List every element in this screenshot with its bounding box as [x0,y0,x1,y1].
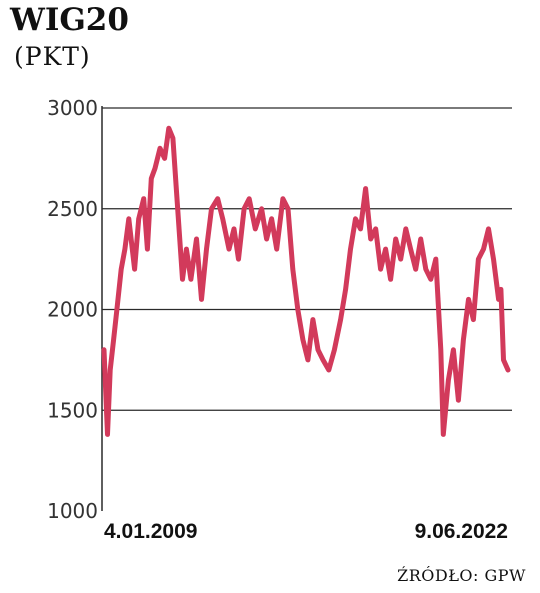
x-tick-label: 9.06.2022 [415,520,508,543]
x-axis-ticks: 4.01.2009 9.06.2022 [104,520,508,543]
chart-unit-label: (PKT) [14,42,91,71]
chart-title: WIG20 [10,2,129,38]
y-axis-ticks: 1000 1500 2000 2500 3000 [47,96,98,523]
x-tick-label: 4.01.2009 [104,520,197,543]
y-tick-label: 1000 [47,499,98,523]
y-tick-label: 1500 [47,398,98,422]
y-tick-label: 2000 [47,298,98,322]
series-layer [101,125,511,437]
series-line [101,125,511,437]
source-note: ŹRÓDŁO: GPW [397,566,526,585]
y-tick-label: 3000 [47,96,98,120]
y-tick-label: 2500 [47,197,98,221]
